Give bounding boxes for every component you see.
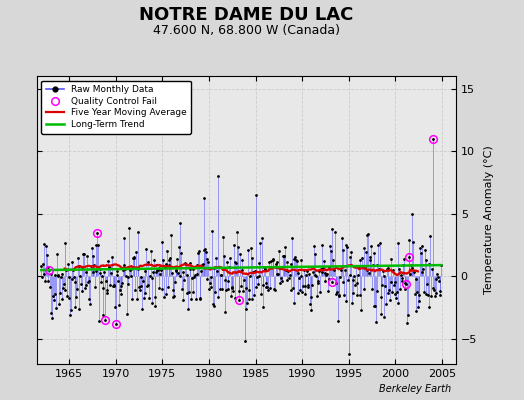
Legend: Raw Monthly Data, Quality Control Fail, Five Year Moving Average, Long-Term Tren: Raw Monthly Data, Quality Control Fail, … [41, 80, 191, 134]
Text: Berkeley Earth: Berkeley Earth [378, 384, 451, 394]
Y-axis label: Temperature Anomaly (°C): Temperature Anomaly (°C) [484, 146, 494, 294]
Text: NOTRE DAME DU LAC: NOTRE DAME DU LAC [139, 6, 354, 24]
Text: 47.600 N, 68.800 W (Canada): 47.600 N, 68.800 W (Canada) [153, 24, 340, 37]
